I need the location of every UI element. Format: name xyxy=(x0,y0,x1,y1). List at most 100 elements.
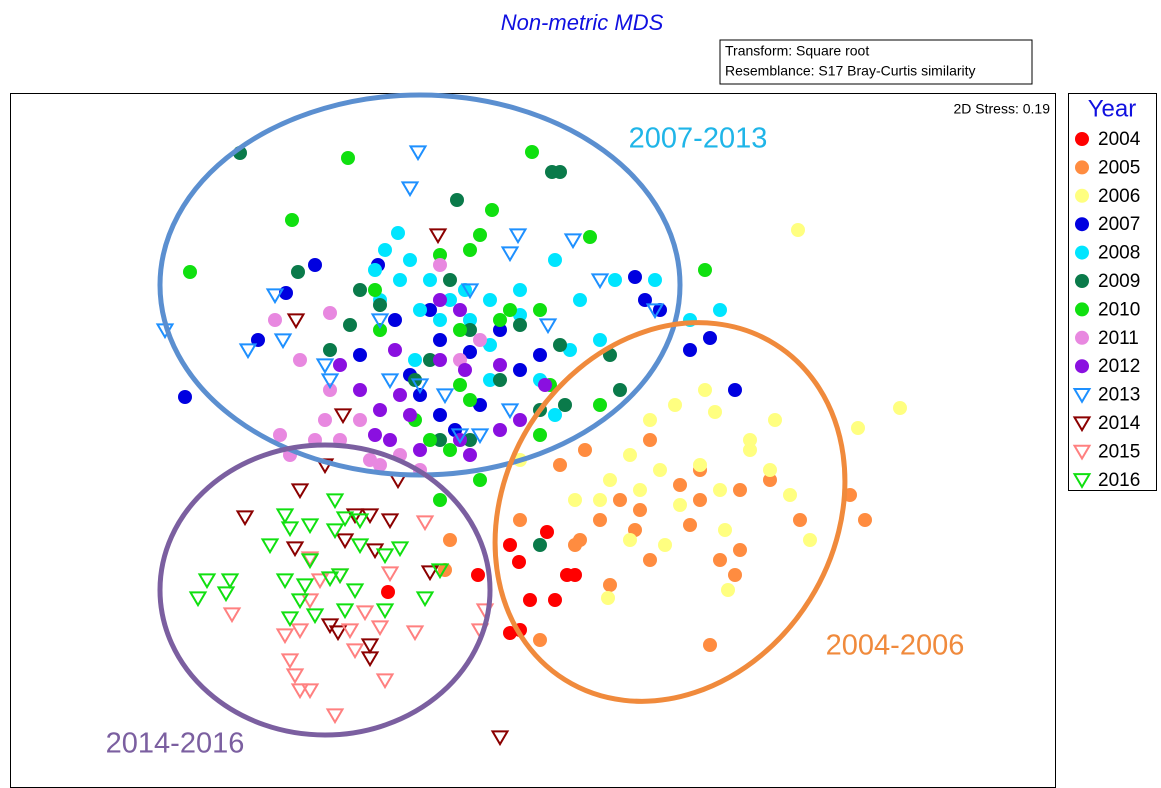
point xyxy=(293,353,307,367)
legend-title: Year xyxy=(1088,95,1137,122)
point xyxy=(341,151,355,165)
point xyxy=(858,513,872,527)
point xyxy=(335,533,355,550)
point xyxy=(453,303,467,317)
point xyxy=(453,378,467,392)
point xyxy=(548,593,562,607)
point xyxy=(500,403,520,420)
point xyxy=(460,283,480,300)
point xyxy=(453,323,467,337)
point xyxy=(291,265,305,279)
point xyxy=(668,398,682,412)
point xyxy=(493,323,507,337)
point xyxy=(493,373,507,387)
point xyxy=(603,578,617,592)
point xyxy=(305,608,325,625)
point xyxy=(533,538,547,552)
point xyxy=(573,293,587,307)
point xyxy=(450,428,470,445)
point xyxy=(523,593,537,607)
point xyxy=(673,478,687,492)
point xyxy=(380,566,400,583)
point xyxy=(375,673,395,690)
point xyxy=(273,333,293,350)
point xyxy=(290,593,310,610)
point xyxy=(653,463,667,477)
point xyxy=(893,401,907,415)
point xyxy=(275,573,295,590)
legend-marker xyxy=(1075,330,1089,345)
point xyxy=(178,390,192,404)
point xyxy=(540,525,554,539)
point xyxy=(300,518,320,535)
point xyxy=(273,428,287,442)
point xyxy=(280,521,300,538)
point xyxy=(408,145,428,162)
point xyxy=(743,433,757,447)
point xyxy=(458,363,472,377)
point xyxy=(450,193,464,207)
point xyxy=(512,555,526,569)
point xyxy=(708,405,722,419)
point xyxy=(373,323,387,337)
point xyxy=(235,510,255,527)
point xyxy=(423,273,437,287)
point xyxy=(791,223,805,237)
legend-marker xyxy=(1075,274,1089,288)
point xyxy=(403,408,417,422)
point xyxy=(568,538,582,552)
legend-marker xyxy=(1075,217,1089,232)
legend-label: 2010 xyxy=(1098,299,1140,320)
point xyxy=(628,270,642,284)
legend-label: 2014 xyxy=(1098,413,1141,434)
point xyxy=(463,313,477,327)
point xyxy=(548,253,562,267)
point xyxy=(490,730,510,747)
point xyxy=(733,543,747,557)
point xyxy=(703,331,717,345)
group-ellipse xyxy=(157,442,493,738)
point xyxy=(290,623,310,640)
legend-label: 2006 xyxy=(1098,186,1140,207)
point xyxy=(360,651,380,668)
point xyxy=(713,483,727,497)
point xyxy=(373,458,387,472)
point xyxy=(375,603,395,620)
legend-marker xyxy=(1075,160,1089,175)
point xyxy=(323,343,337,357)
point xyxy=(420,565,440,582)
point xyxy=(415,591,435,608)
point xyxy=(563,233,583,250)
point xyxy=(443,533,457,547)
point xyxy=(613,383,627,397)
point xyxy=(413,388,427,402)
point xyxy=(803,533,817,547)
point xyxy=(593,513,607,527)
point xyxy=(355,605,375,622)
point xyxy=(400,181,420,198)
point xyxy=(533,303,547,317)
point xyxy=(391,226,405,240)
point xyxy=(350,513,370,530)
point xyxy=(485,203,499,217)
point xyxy=(851,421,865,435)
legend-marker xyxy=(1075,359,1089,374)
point xyxy=(433,248,447,262)
point xyxy=(513,363,527,377)
point xyxy=(280,611,300,628)
point xyxy=(513,513,527,527)
point xyxy=(743,443,757,457)
point xyxy=(300,593,320,610)
point xyxy=(698,263,712,277)
legend-label: 2008 xyxy=(1098,243,1140,264)
legend-label: 2009 xyxy=(1098,271,1140,292)
point xyxy=(323,383,337,397)
point xyxy=(188,591,208,608)
legend-label: 2004 xyxy=(1098,129,1141,150)
point xyxy=(443,443,457,457)
point xyxy=(658,538,672,552)
point xyxy=(433,293,447,307)
point xyxy=(473,228,487,242)
point xyxy=(433,408,447,422)
